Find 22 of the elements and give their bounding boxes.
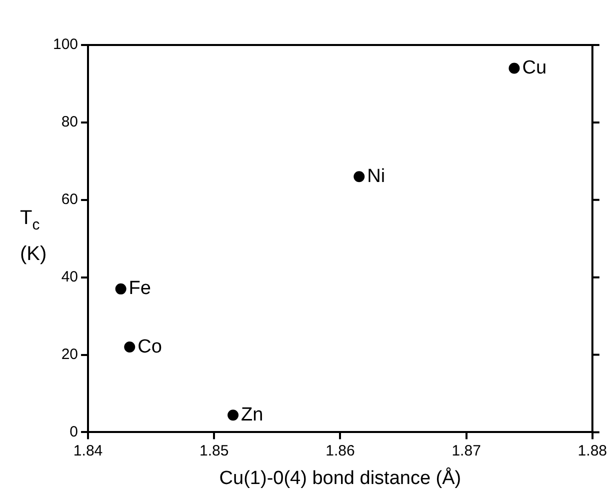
x-tick-label: 1.88 [578,442,608,460]
annotation: Cu [522,57,547,78]
point [124,342,136,353]
y-tick-label: 80 [61,114,78,131]
annotation: Fe [128,278,151,300]
x-tick-label: 1.84 [73,442,103,460]
y-tick-label: 100 [52,36,78,54]
annotation: Co [138,336,162,358]
point [508,62,520,74]
annotation: Zn [241,404,264,426]
point [228,410,239,421]
y-tick-label: 60 [61,191,78,208]
y-tick-label: 20 [61,346,78,363]
annotation: Ni [367,166,386,187]
x-tick-label: 1.86 [326,442,355,460]
y-tick-label: 40 [61,268,78,286]
point [115,283,126,294]
point [354,171,365,182]
x-axis-title: Cu(1)-0(4) bond distance (Å) [219,466,462,489]
y-tick-label: 0 [70,423,78,440]
x-tick-label: 1.87 [452,442,481,460]
x-tick-label: 1.85 [200,442,229,460]
